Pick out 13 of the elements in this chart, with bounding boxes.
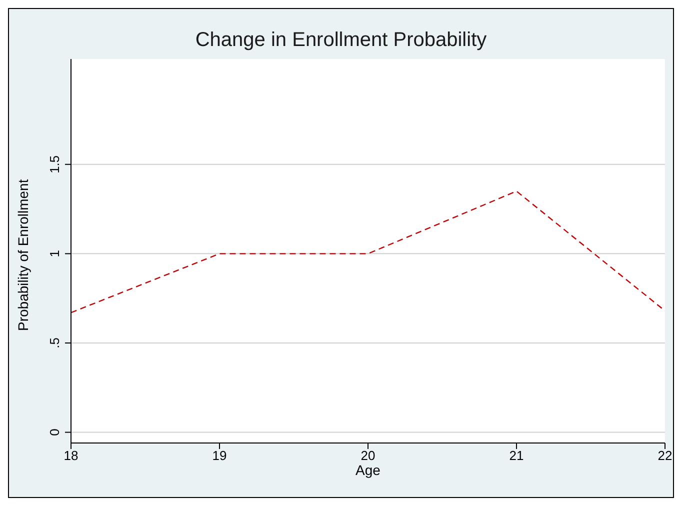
x-tick-label: 22 [658, 448, 672, 464]
x-tick-label: 20 [360, 448, 376, 464]
x-tick-label: 18 [64, 448, 78, 464]
y-tick-label: 1.5 [47, 155, 62, 174]
y-tick-label: 1 [47, 250, 62, 258]
y-tick-label: .5 [47, 338, 62, 348]
y-axis-title: Probability of Enrollment [14, 179, 31, 331]
y-tick-label: 0 [47, 428, 62, 436]
x-tick-label: 21 [509, 448, 524, 464]
chart-title: Change in Enrollment Probability [194, 29, 488, 52]
x-tick-label: 19 [212, 448, 227, 464]
line-series [71, 190, 665, 314]
x-axis-title: Age [356, 462, 381, 478]
